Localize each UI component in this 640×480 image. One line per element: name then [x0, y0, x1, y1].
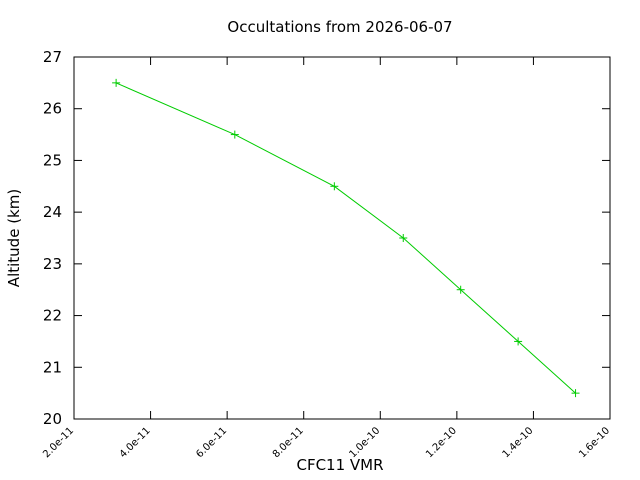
y-tick-label: 26: [43, 100, 62, 118]
x-tick-label: 1.2e-10: [424, 425, 459, 460]
data-series: [112, 78, 580, 398]
data-point-marker: [571, 389, 580, 398]
y-tick-label: 25: [43, 151, 62, 169]
x-tick-label: 4.0e-11: [118, 425, 153, 460]
x-tick-label: 2.0e-11: [41, 425, 76, 460]
x-axis: 2.0e-11 4.0e-11 6.0e-11 8.0e-11 1.0e-10 1.2e-…: [41, 57, 612, 460]
y-tick-label: 23: [43, 255, 62, 273]
data-point-marker: [330, 182, 339, 191]
y-axis: 20 21 22 23 24 25 26 27: [43, 48, 610, 428]
plot-frame: [73, 56, 611, 420]
series-line: [115, 82, 576, 394]
y-tick-label: 22: [43, 307, 62, 325]
y-axis-label: Altitude (km): [5, 189, 23, 287]
data-point-marker: [230, 130, 239, 139]
x-tick-label: 6.0e-11: [194, 425, 229, 460]
y-tick-label: 21: [43, 358, 62, 376]
data-point-marker: [514, 337, 523, 346]
x-tick-label: 1.4e-10: [501, 425, 536, 460]
x-tick-label: 1.6e-10: [577, 425, 612, 460]
data-point-marker: [399, 234, 408, 242]
chart-title: Occultations from 2026-06-07: [227, 18, 452, 36]
y-tick-label: 20: [43, 410, 62, 428]
data-point-marker: [112, 78, 121, 87]
x-axis-label: CFC11 VMR: [296, 456, 383, 474]
y-tick-label: 27: [43, 48, 62, 66]
data-point-marker: [456, 285, 465, 294]
y-tick-label: 24: [43, 203, 62, 221]
